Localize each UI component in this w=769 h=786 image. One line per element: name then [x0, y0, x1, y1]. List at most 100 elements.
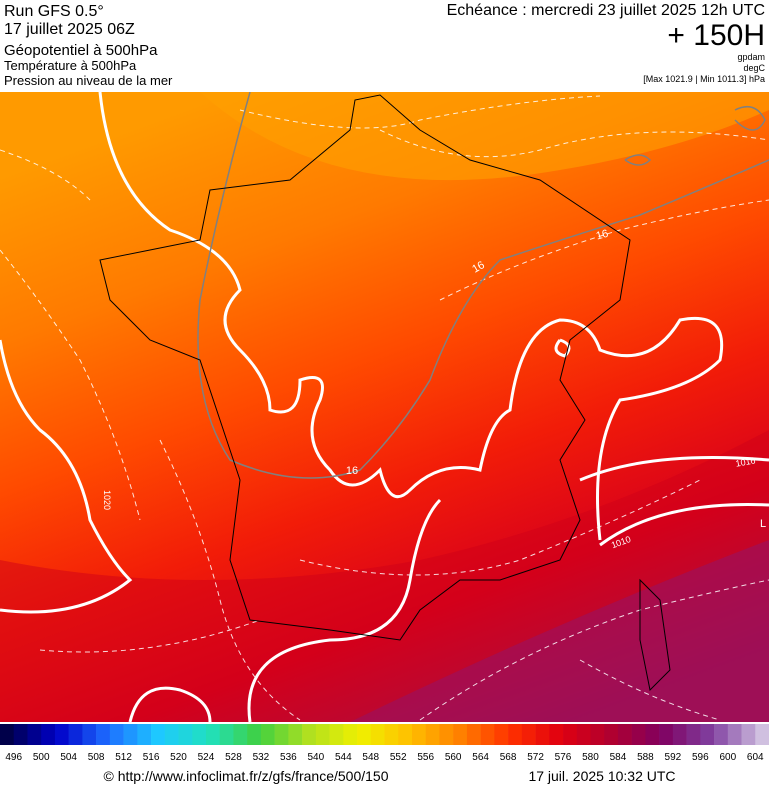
- colorbar-label: 592: [665, 752, 682, 763]
- color-swatch: [755, 724, 769, 745]
- colorbar-label: 600: [719, 752, 736, 763]
- contour-label: 16: [346, 465, 358, 477]
- unit: degC: [743, 63, 765, 73]
- color-swatch: [466, 724, 481, 745]
- color-swatch: [274, 724, 289, 745]
- france-border: [99, 94, 631, 641]
- contour-label: 1016: [735, 455, 756, 468]
- color-swatch: [164, 724, 179, 745]
- colorbar: 496 500 504 508 512 516 520 524 528 532 536 540 544 5…: [0, 724, 769, 763]
- color-swatch: [700, 724, 715, 745]
- color-swatch: [563, 724, 578, 745]
- colorbar-label: 508: [88, 752, 105, 763]
- color-swatch: [576, 724, 591, 745]
- colorbar-label: 544: [335, 752, 352, 763]
- color-swatch: [288, 724, 303, 745]
- colorbar-label: 532: [253, 752, 270, 763]
- color-swatch: [384, 724, 399, 745]
- colorbar-label: 496: [5, 752, 22, 763]
- color-swatch: [68, 724, 83, 745]
- field-title: Température à 500hPa: [4, 58, 137, 73]
- color-swatch: [398, 724, 413, 745]
- valid-time: Echéance : mercredi 23 juillet 2025 12h …: [447, 2, 765, 19]
- color-swatch: [219, 724, 234, 745]
- colorbar-label: 596: [692, 752, 709, 763]
- color-swatch: [549, 724, 564, 745]
- color-swatch: [27, 724, 42, 745]
- color-swatch: [411, 724, 426, 745]
- color-swatch: [631, 724, 646, 745]
- color-swatch: [357, 724, 372, 745]
- color-swatch: [439, 724, 454, 745]
- contour-label: 16: [595, 228, 610, 243]
- color-swatch: [54, 724, 69, 745]
- colorbar-label: 528: [225, 752, 242, 763]
- color-swatch: [727, 724, 742, 745]
- color-swatch: [247, 724, 262, 745]
- colorbar-label: 548: [362, 752, 379, 763]
- unit: gpdam: [737, 52, 765, 62]
- colorbar-label: 604: [747, 752, 764, 763]
- color-swatch: [617, 724, 632, 745]
- colorbar-label: 516: [143, 752, 160, 763]
- isotherms: [0, 95, 769, 721]
- field-title: Géopotentiel à 500hPa: [4, 42, 158, 59]
- color-swatch: [494, 724, 509, 745]
- color-swatch: [151, 724, 166, 745]
- run-title: Run GFS 0.5°: [4, 3, 104, 20]
- corsica: [639, 578, 671, 692]
- colorbar-label: 536: [280, 752, 297, 763]
- color-swatch: [672, 724, 687, 745]
- colorbar-label: 580: [582, 752, 599, 763]
- color-swatch: [329, 724, 344, 745]
- color-swatch: [508, 724, 523, 745]
- color-swatch: [535, 724, 550, 745]
- color-swatch: [480, 724, 495, 745]
- colorbar-label: 588: [637, 752, 654, 763]
- color-swatch: [714, 724, 729, 745]
- isobars: [0, 92, 769, 722]
- contour-label: 16: [470, 259, 487, 276]
- colorbar-label: 584: [610, 752, 627, 763]
- colorbar-label: 556: [417, 752, 434, 763]
- colorbar-label: 552: [390, 752, 407, 763]
- lead-time: + 150H: [667, 19, 765, 52]
- color-swatch: [302, 724, 317, 745]
- color-swatch: [604, 724, 619, 745]
- color-swatch: [41, 724, 56, 745]
- color-swatch: [425, 724, 440, 745]
- color-swatch: [659, 724, 674, 745]
- color-swatch: [741, 724, 756, 745]
- pressure-range: [Max 1021.9 | Min 1011.3] hPa: [643, 74, 765, 84]
- color-swatch: [521, 724, 536, 745]
- color-swatch: [343, 724, 358, 745]
- timestamp: 17 juil. 2025 10:32 UTC: [528, 768, 675, 784]
- colorbar-label: 540: [307, 752, 324, 763]
- color-swatch: [315, 724, 330, 745]
- source-url: © http://www.infoclimat.fr/z/gfs/france/…: [104, 768, 389, 784]
- colorbar-label: 520: [170, 752, 187, 763]
- color-swatch: [453, 724, 468, 745]
- temperature-band: [200, 92, 769, 181]
- color-swatch: [123, 724, 138, 745]
- color-swatch: [109, 724, 124, 745]
- color-swatch: [96, 724, 111, 745]
- colorbar-label: 524: [198, 752, 215, 763]
- color-swatch: [82, 724, 97, 745]
- colorbar-label: 560: [445, 752, 462, 763]
- contour-label: 1020: [102, 490, 112, 510]
- colorbar-label: 568: [500, 752, 517, 763]
- colorbar-label: 564: [472, 752, 489, 763]
- colorbar-label: 572: [527, 752, 544, 763]
- field-title: Pression au niveau de la mer: [4, 73, 173, 88]
- color-swatch: [178, 724, 193, 745]
- colorbar-label: 576: [555, 752, 572, 763]
- temperature-band: [350, 540, 769, 722]
- color-swatch: [0, 724, 15, 745]
- colorbar-label: 512: [115, 752, 132, 763]
- color-swatch: [590, 724, 605, 745]
- color-swatch: [260, 724, 275, 745]
- colorbar-label: 500: [33, 752, 50, 763]
